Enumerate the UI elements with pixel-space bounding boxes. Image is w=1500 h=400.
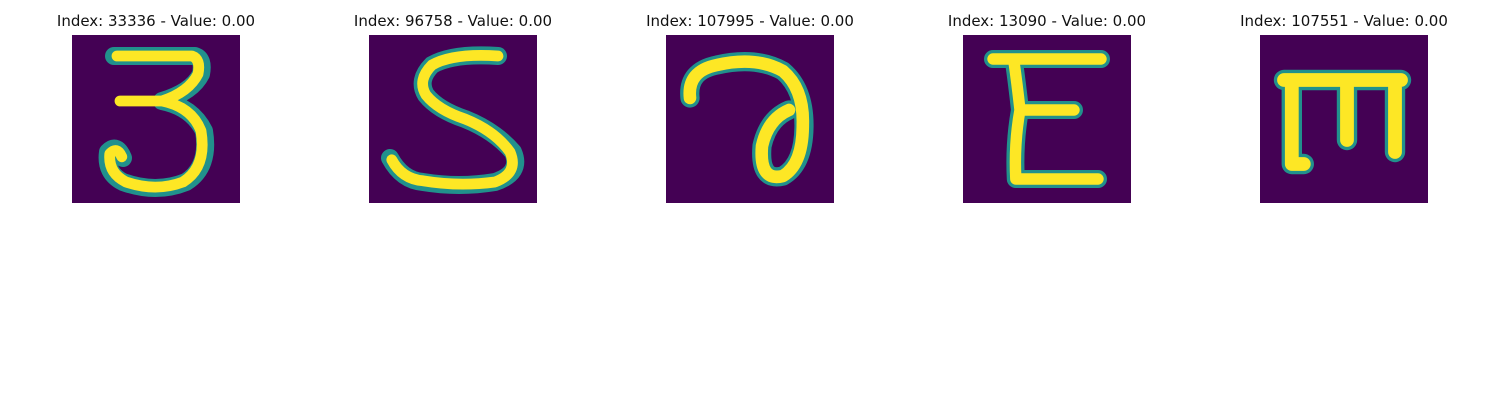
panel-title: Index: 107551 - Value: 0.00 [1240, 12, 1448, 30]
panel-title: Index: 107995 - Value: 0.00 [646, 12, 854, 30]
panel-4: Index: 13090 - Value: 0.00 [897, 0, 1197, 210]
digit-image [666, 35, 834, 203]
digit-image [369, 35, 537, 203]
digit-image [963, 35, 1131, 203]
panel-3: Index: 107995 - Value: 0.00 [600, 0, 900, 210]
digit-image [1260, 35, 1428, 203]
panel-title: Index: 96758 - Value: 0.00 [353, 12, 553, 30]
panel-2: Index: 96758 - Value: 0.00 [303, 0, 603, 210]
digit-image [72, 35, 240, 203]
panel-1: Index: 33336 - Value: 0.00 [6, 0, 306, 210]
panel-title: Index: 33336 - Value: 0.00 [56, 12, 256, 30]
panel-title: Index: 13090 - Value: 0.00 [947, 12, 1147, 30]
panel-5: Index: 107551 - Value: 0.00 [1194, 0, 1494, 210]
